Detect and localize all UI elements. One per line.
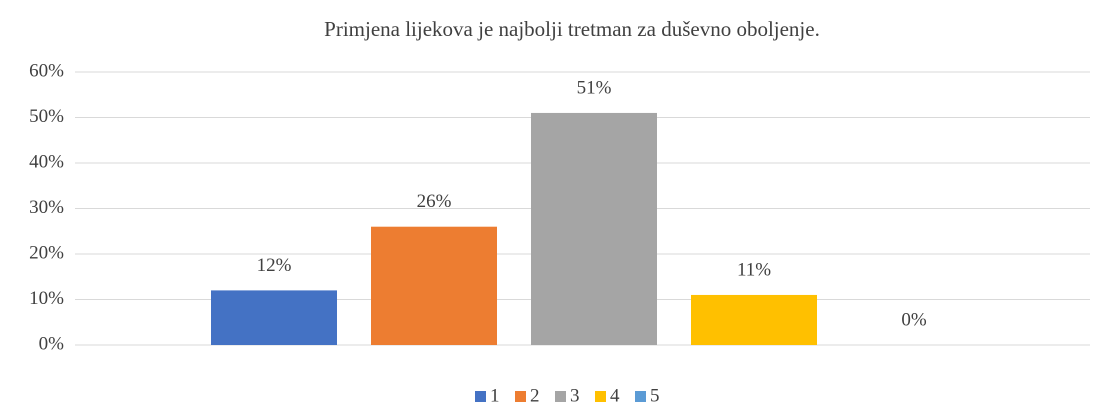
bar xyxy=(531,112,657,345)
legend-label: 5 xyxy=(650,385,660,405)
data-label: 26% xyxy=(417,191,452,212)
bar xyxy=(691,294,817,345)
y-tick-label: 40% xyxy=(29,151,64,172)
legend-label: 2 xyxy=(530,385,540,405)
legend-swatch xyxy=(475,391,486,402)
chart-title: Primjena lijekova je najbolji tretman za… xyxy=(324,17,820,41)
y-tick-label: 10% xyxy=(29,288,64,309)
data-label: 51% xyxy=(577,77,612,98)
y-tick-label: 0% xyxy=(39,333,65,354)
legend-swatch xyxy=(515,391,526,402)
data-label: 0% xyxy=(901,309,927,330)
legend-label: 4 xyxy=(610,385,620,405)
y-tick-label: 50% xyxy=(29,106,64,127)
legend-swatch xyxy=(555,391,566,402)
legend-label: 1 xyxy=(490,385,500,405)
legend-swatch xyxy=(595,391,606,402)
data-label: 12% xyxy=(257,255,292,276)
legend-swatch xyxy=(635,391,646,402)
y-tick-label: 30% xyxy=(29,197,64,218)
bar xyxy=(371,226,497,345)
y-tick-label: 60% xyxy=(29,60,64,81)
bar xyxy=(211,290,337,345)
y-tick-label: 20% xyxy=(29,242,64,263)
legend-label: 3 xyxy=(570,385,580,405)
data-label: 11% xyxy=(737,259,771,280)
